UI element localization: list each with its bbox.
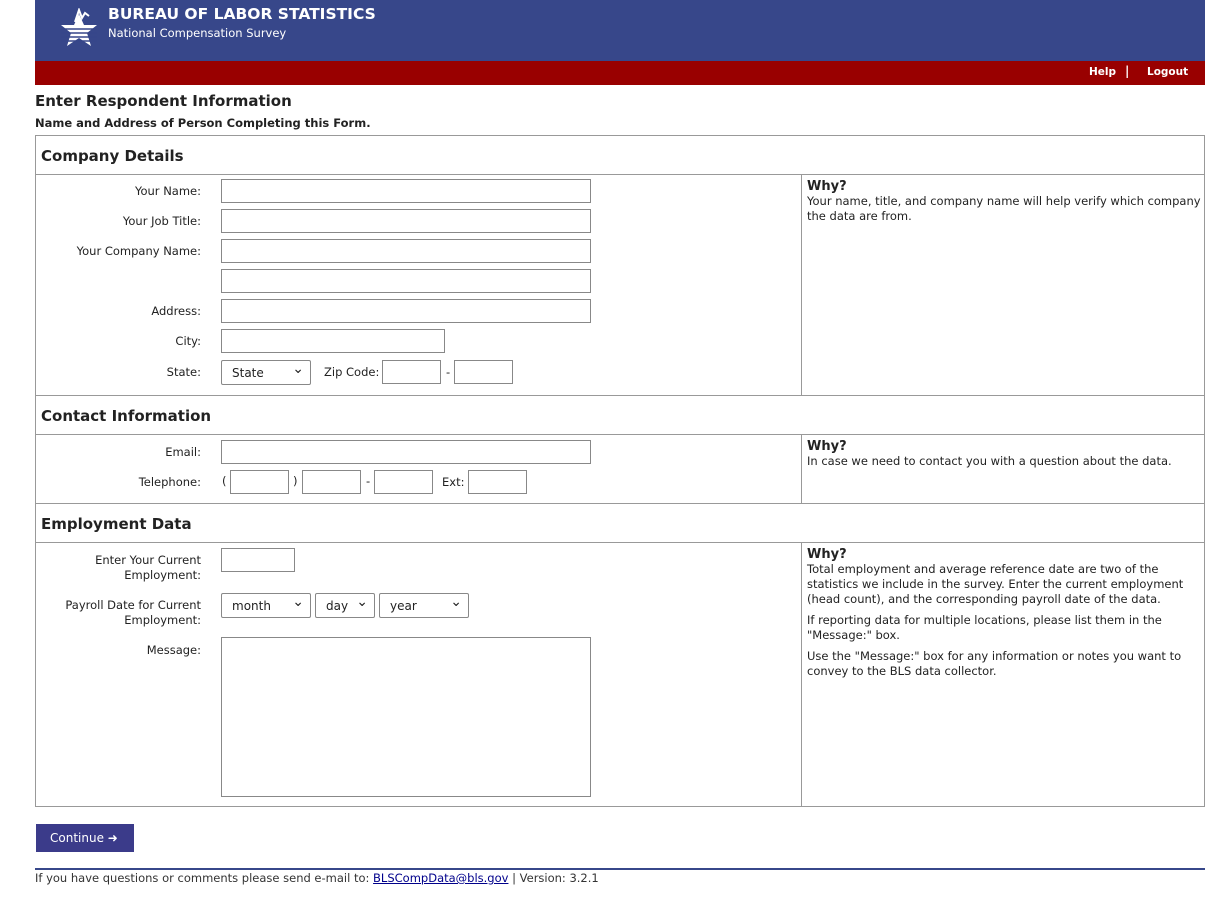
telephone-label: Telephone: (138, 475, 201, 489)
phone-dash: - (366, 474, 371, 488)
job-title-input[interactable] (221, 209, 591, 233)
why-text-1: Total employment and average reference d… (807, 562, 1184, 606)
top-nav-bar: Help | Logout (35, 61, 1205, 85)
payroll-date-label: Payroll Date for Current Employment: (65, 598, 201, 627)
area-code-input[interactable] (230, 470, 289, 494)
why-panel-company: Why? Your name, title, and company name … (801, 175, 1206, 395)
city-input[interactable] (221, 329, 445, 353)
address-label: Address: (151, 304, 201, 318)
state-label: State: (166, 365, 201, 379)
footer-text: If you have questions or comments please… (35, 871, 370, 885)
zip-label: Zip Code: (324, 365, 380, 379)
company-name-line2-input[interactable] (221, 269, 591, 293)
version-text: | Version: 3.2.1 (512, 871, 599, 885)
site-header: BUREAU OF LABOR STATISTICS National Comp… (35, 0, 1205, 61)
zip-ext-input[interactable] (454, 360, 513, 384)
paren-close: ) (293, 474, 298, 488)
footer: If you have questions or comments please… (35, 871, 599, 885)
company-details-section: Your Name: Your Job Title: Your Company … (36, 175, 1204, 396)
page-title: Enter Respondent Information (35, 92, 292, 110)
site-title: BUREAU OF LABOR STATISTICS (108, 5, 376, 23)
email-label: Email: (165, 445, 201, 459)
bls-star-logo-icon (61, 8, 97, 46)
email-input[interactable] (221, 440, 591, 464)
footer-divider (35, 868, 1205, 870)
page-subtitle: Name and Address of Person Completing th… (35, 116, 371, 130)
why-text-2: If reporting data for multiple locations… (807, 613, 1162, 642)
ext-label: Ext: (442, 475, 465, 489)
message-textarea[interactable] (221, 637, 591, 797)
job-title-label: Your Job Title: (122, 214, 201, 228)
section-heading-contact: Contact Information (36, 396, 1204, 435)
section-heading-company: Company Details (36, 136, 1204, 175)
message-label: Message: (146, 643, 201, 657)
current-employment-input[interactable] (221, 548, 295, 572)
your-name-input[interactable] (221, 179, 591, 203)
contact-email-link[interactable]: BLSCompData@bls.gov (373, 871, 509, 885)
why-text-3: Use the "Message:" box for any informati… (807, 649, 1182, 678)
why-panel-contact: Why? In case we need to contact you with… (801, 435, 1206, 503)
paren-open: ( (222, 474, 227, 488)
help-link[interactable]: Help (1089, 66, 1117, 78)
year-select[interactable]: year (379, 593, 469, 618)
why-heading: Why? (807, 439, 847, 454)
logout-link[interactable]: Logout (1147, 66, 1189, 78)
your-name-label: Your Name: (134, 184, 201, 198)
why-panel-employment: Why? Total employment and average refere… (801, 543, 1206, 806)
section-heading-employment: Employment Data (36, 504, 1204, 543)
why-text: In case we need to contact you with a qu… (807, 454, 1172, 468)
city-label: City: (175, 334, 201, 348)
phone-prefix-input[interactable] (302, 470, 361, 494)
site-subtitle: National Compensation Survey (108, 26, 287, 40)
phone-line-input[interactable] (374, 470, 433, 494)
current-employment-label: Enter Your Current Employment: (95, 553, 201, 582)
ext-input[interactable] (468, 470, 527, 494)
contact-section: Email: Telephone: ( ) - Ext: Why? In cas… (36, 435, 1204, 504)
nav-separator: | (1125, 64, 1130, 78)
zip-dash: - (446, 365, 451, 379)
address-input[interactable] (221, 299, 591, 323)
why-heading: Why? (807, 547, 847, 562)
employment-section: Enter Your Current Employment: Payroll D… (36, 543, 1204, 806)
why-heading: Why? (807, 179, 847, 194)
month-select[interactable]: month (221, 593, 311, 618)
state-select[interactable]: State (221, 360, 311, 385)
company-name-input[interactable] (221, 239, 591, 263)
continue-button[interactable]: Continue ➜ (36, 824, 134, 852)
zip-input[interactable] (382, 360, 441, 384)
company-name-label: Your Company Name: (76, 244, 201, 258)
day-select[interactable]: day (315, 593, 375, 618)
why-text: Your name, title, and company name will … (807, 194, 1201, 223)
respondent-form: Company Details Your Name: Your Job Titl… (35, 135, 1205, 807)
